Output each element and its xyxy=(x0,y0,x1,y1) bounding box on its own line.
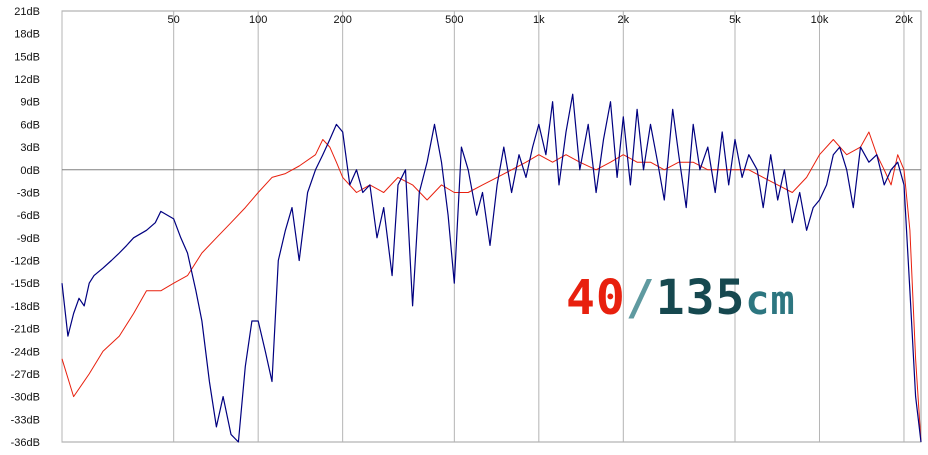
x-tick-label: 1k xyxy=(533,14,545,26)
x-tick-label: 2k xyxy=(617,14,629,26)
y-tick-label: -9dB xyxy=(17,233,40,245)
x-tick-label: 5k xyxy=(729,14,741,26)
x-tick-labels: 50 100 200 500 1k 2k 5k 10k 20k xyxy=(168,14,914,26)
y-tick-label: 15dB xyxy=(14,51,40,63)
series-line-red xyxy=(61,131,922,443)
y-tick-label: -30dB xyxy=(11,392,40,404)
x-tick-label: 500 xyxy=(445,14,463,26)
y-tick-label: 0dB xyxy=(20,165,40,177)
y-tick-label: -27dB xyxy=(11,369,40,381)
series-line-navy xyxy=(61,93,922,443)
x-tick-label: 10k xyxy=(811,14,829,26)
annotation-unit: cm xyxy=(745,278,796,324)
y-tick-label: 21dB xyxy=(14,6,40,18)
y-tick-label: -18dB xyxy=(11,301,40,313)
y-tick-label: -21dB xyxy=(11,324,40,336)
y-tick-label: -33dB xyxy=(11,414,40,426)
y-tick-label: 12dB xyxy=(14,74,40,86)
y-tick-labels: 21dB 18dB 15dB 12dB 9dB 6dB 3dB 0dB -3dB -6dB -9dB… xyxy=(11,6,40,449)
series-layer xyxy=(61,93,922,443)
y-tick-label: 9dB xyxy=(20,97,40,109)
y-tick-label: -3dB xyxy=(17,187,40,199)
y-tick-label: 3dB xyxy=(20,142,40,154)
x-tick-label: 100 xyxy=(249,14,267,26)
x-tick-label: 50 xyxy=(168,14,180,26)
plot-area xyxy=(61,10,922,443)
y-tick-label: 6dB xyxy=(20,119,40,131)
annotation-135: 135 xyxy=(655,270,746,326)
x-tick-label: 20k xyxy=(895,14,913,26)
y-tick-label: -36dB xyxy=(11,437,40,449)
annotation-40: 40 xyxy=(566,270,626,326)
annotation-slash: / xyxy=(625,270,656,326)
y-tick-label: -6dB xyxy=(17,210,40,222)
x-tick-label: 200 xyxy=(333,14,351,26)
y-tick-label: -24dB xyxy=(11,346,40,358)
y-tick-label: -12dB xyxy=(11,256,40,268)
distance-annotation: 40/135cm xyxy=(566,274,796,322)
y-tick-label: 18dB xyxy=(14,29,40,41)
major-grid xyxy=(61,10,922,443)
y-tick-label: -15dB xyxy=(11,278,40,290)
